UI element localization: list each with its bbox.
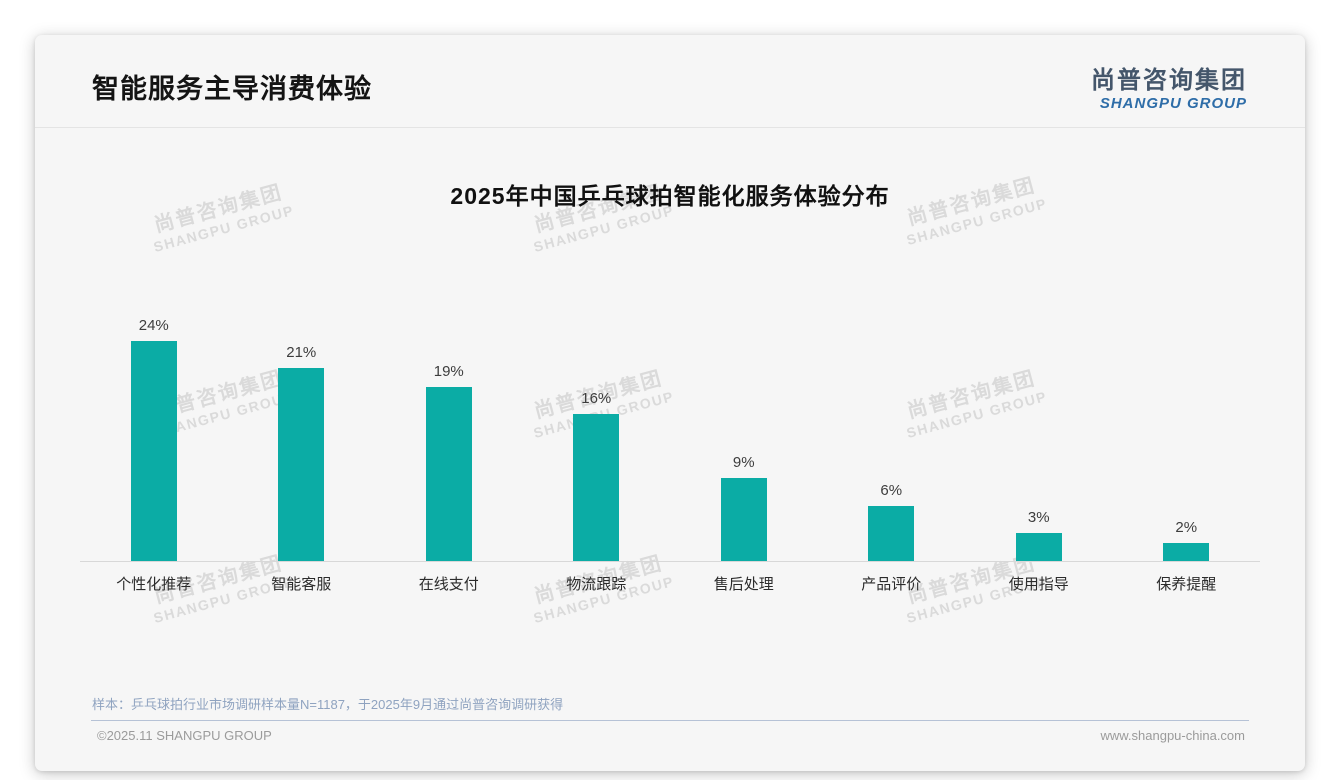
company-logo: 尚普咨询集团 SHANGPU GROUP bbox=[1091, 67, 1247, 112]
bar-column: 19% bbox=[375, 309, 523, 561]
bar-category-label: 保养提醒 bbox=[1156, 576, 1217, 593]
bar-column: 3% bbox=[965, 309, 1113, 561]
bar bbox=[130, 341, 177, 561]
bar-category-label: 个性化推荐 bbox=[116, 576, 192, 593]
logo-english-text: SHANGPU GROUP bbox=[1099, 95, 1247, 112]
bar-category-label: 智能客服 bbox=[271, 576, 332, 593]
bar-column: 16% bbox=[523, 309, 671, 561]
bar-category-label: 在线支付 bbox=[418, 576, 479, 593]
footer-website: www.shangpu-china.com bbox=[1100, 728, 1245, 743]
slide-card: 尚普咨询集团 SHANGPU GROUP 尚普咨询集团 SHANGPU GROUP 尚普… bbox=[35, 35, 1305, 771]
bar-chart: 24% 21% 19% 16% 9% 6% 3% 2% bbox=[80, 309, 1260, 561]
bar-value-label: 19% bbox=[433, 363, 464, 380]
bar bbox=[720, 478, 767, 561]
bar bbox=[278, 368, 325, 561]
bar-column: 21% bbox=[228, 309, 376, 561]
page-title: 智能服务主导消费体验 bbox=[92, 74, 372, 104]
bar-value-label: 21% bbox=[286, 344, 317, 361]
bar bbox=[868, 506, 915, 561]
bar-value-label: 24% bbox=[138, 317, 169, 334]
bar-category-label: 物流跟踪 bbox=[566, 576, 627, 593]
sample-footnote: 样本：乒乓球拍行业市场调研样本量N=1187，于2025年9月通过尚普咨询调研获… bbox=[92, 697, 564, 712]
bar-column: 6% bbox=[818, 309, 966, 561]
bar-column: 24% bbox=[80, 309, 228, 561]
bar bbox=[425, 387, 472, 561]
bar-column: 9% bbox=[670, 309, 818, 561]
chart-baseline bbox=[80, 561, 1260, 562]
bar-value-label: 9% bbox=[732, 454, 755, 471]
bar-category-label: 售后处理 bbox=[713, 576, 774, 593]
bar-value-label: 6% bbox=[880, 482, 903, 499]
card-content: 智能服务主导消费体验 尚普咨询集团 SHANGPU GROUP 2025年中国乒… bbox=[35, 35, 1305, 771]
card-footer: ©2025.11 SHANGPU GROUP www.shangpu-china… bbox=[91, 720, 1249, 744]
logo-chinese-text: 尚普咨询集团 bbox=[1091, 67, 1247, 94]
chart-title: 2025年中国乒乓球拍智能化服务体验分布 bbox=[450, 183, 890, 209]
bar-column: 2% bbox=[1113, 309, 1261, 561]
card-header: 智能服务主导消费体验 尚普咨询集团 SHANGPU GROUP bbox=[35, 35, 1305, 128]
bar-value-label: 16% bbox=[581, 390, 612, 407]
footer-copyright: ©2025.11 SHANGPU GROUP bbox=[97, 728, 272, 743]
bar bbox=[573, 414, 620, 561]
bar bbox=[1015, 533, 1062, 561]
bar-category-label: 使用指导 bbox=[1008, 576, 1069, 593]
bar-value-label: 2% bbox=[1175, 519, 1198, 536]
bar bbox=[1163, 543, 1210, 561]
chart-category-labels: 个性化推荐 智能客服 在线支付 物流跟踪 售后处理 产品评价 使用指导 保养提醒 bbox=[80, 562, 1260, 595]
bar-category-label: 产品评价 bbox=[861, 576, 922, 593]
bar-value-label: 3% bbox=[1027, 509, 1050, 526]
